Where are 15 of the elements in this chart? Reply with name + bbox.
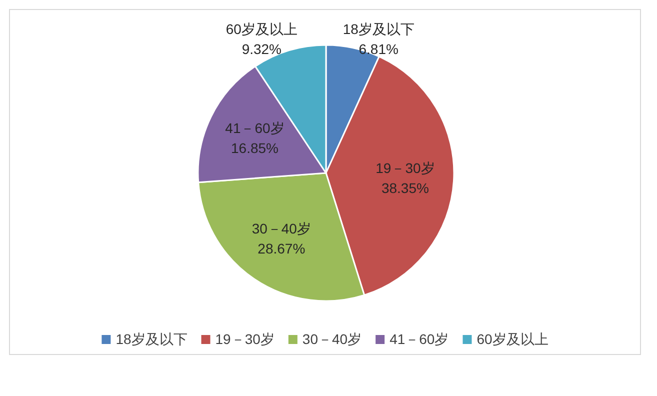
slice-label: 30－40岁: [252, 220, 311, 237]
legend-label: 18岁及以下: [116, 331, 188, 347]
legend-label: 19－30岁: [215, 331, 274, 347]
data-label: 16.85%: [231, 140, 278, 156]
slice-label: 18岁及以下: [342, 21, 414, 37]
data-label: 28.67%: [258, 240, 306, 257]
legend-label: 41－60岁: [390, 331, 449, 347]
data-label: 38.35%: [381, 180, 429, 196]
data-label: 6.81%: [358, 41, 398, 57]
slice-label: 41－60岁: [225, 120, 284, 136]
legend-label: 30－40岁: [302, 331, 362, 347]
slice-label: 19－30岁: [376, 160, 435, 176]
slice-label: 60岁及以上: [226, 21, 298, 37]
legend-label: 60岁及以上: [476, 331, 548, 347]
data-label: 9.32%: [242, 41, 282, 57]
